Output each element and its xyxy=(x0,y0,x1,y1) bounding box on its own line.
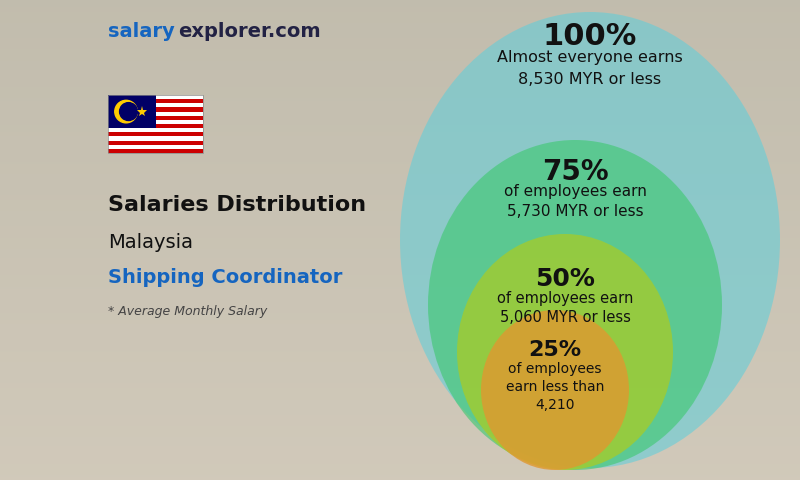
Bar xyxy=(108,108,203,111)
Bar xyxy=(108,99,203,103)
Ellipse shape xyxy=(400,12,780,468)
Bar xyxy=(108,132,203,136)
Bar xyxy=(108,111,203,116)
Text: salary: salary xyxy=(108,22,175,41)
Ellipse shape xyxy=(428,140,722,470)
Ellipse shape xyxy=(481,310,629,470)
Text: 8,530 MYR or less: 8,530 MYR or less xyxy=(518,72,662,87)
Circle shape xyxy=(114,100,138,123)
Bar xyxy=(108,95,155,128)
Bar xyxy=(108,136,203,141)
Circle shape xyxy=(119,103,138,120)
Text: earn less than: earn less than xyxy=(506,380,604,394)
Ellipse shape xyxy=(457,234,673,470)
Text: 5,730 MYR or less: 5,730 MYR or less xyxy=(506,204,643,219)
Text: of employees earn: of employees earn xyxy=(497,291,633,306)
Bar xyxy=(108,149,203,153)
Text: Almost everyone earns: Almost everyone earns xyxy=(497,50,683,65)
Bar xyxy=(108,120,203,124)
Text: 5,060 MYR or less: 5,060 MYR or less xyxy=(499,310,630,325)
Bar xyxy=(108,144,203,149)
Bar xyxy=(108,141,203,144)
Bar xyxy=(108,124,203,128)
Bar xyxy=(108,116,203,120)
Text: * Average Monthly Salary: * Average Monthly Salary xyxy=(108,305,267,318)
Text: 75%: 75% xyxy=(542,158,608,186)
Text: 25%: 25% xyxy=(529,340,582,360)
Text: Shipping Coordinator: Shipping Coordinator xyxy=(108,268,342,287)
Text: 4,210: 4,210 xyxy=(535,398,574,412)
Text: of employees: of employees xyxy=(508,362,602,376)
Bar xyxy=(108,95,203,99)
Bar xyxy=(108,103,203,108)
Text: explorer.com: explorer.com xyxy=(178,22,321,41)
Text: of employees earn: of employees earn xyxy=(503,184,646,199)
Text: 50%: 50% xyxy=(535,267,595,291)
Text: 100%: 100% xyxy=(543,22,637,51)
Text: Malaysia: Malaysia xyxy=(108,233,193,252)
Bar xyxy=(108,128,203,132)
Bar xyxy=(108,95,203,153)
Text: Salaries Distribution: Salaries Distribution xyxy=(108,195,366,215)
